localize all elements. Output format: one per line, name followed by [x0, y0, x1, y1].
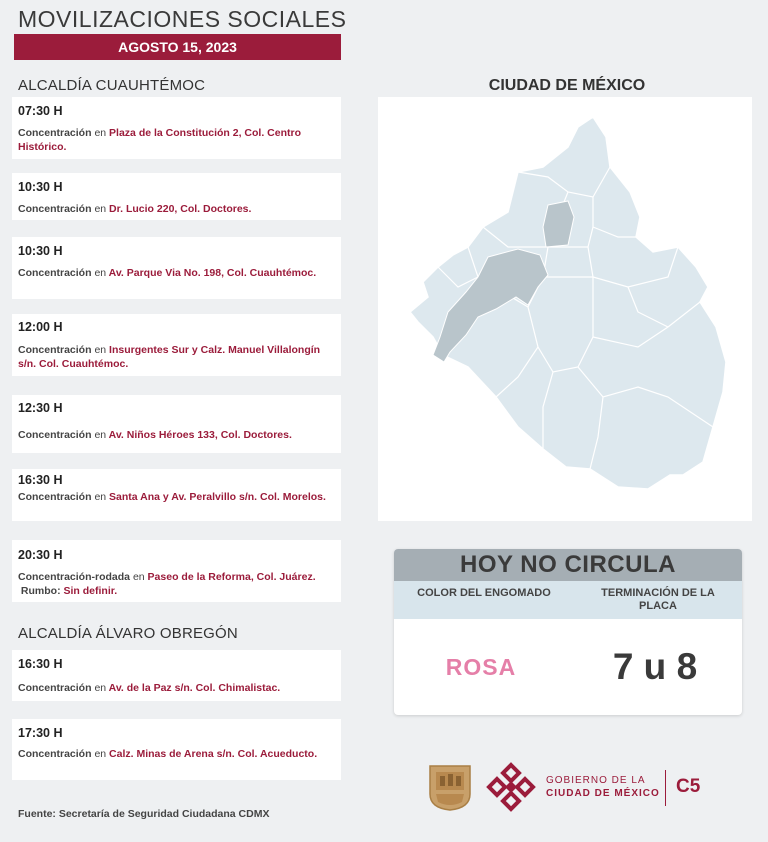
footer-logos: GOBIERNO DE LA CIUDAD DE MÉXICO C5 [428, 762, 758, 814]
cdmx-map-shape [408, 115, 727, 490]
event-description: Concentración en Santa Ana y Av. Peralvi… [18, 491, 326, 503]
event-description: Concentración en Calz. Minas de Arena s/… [18, 748, 318, 760]
cdmx-shield-icon [429, 765, 471, 811]
event-description: Concentración en Insurgentes Sur y Calz.… [18, 344, 321, 370]
event-card: 10:30 H Concentración en Dr. Lucio 220, … [12, 173, 341, 220]
c5-logo: C5 [676, 776, 701, 797]
main-title: MOVILIZACIONES SOCIALES [18, 6, 347, 32]
event-time: 10:30 H [18, 180, 63, 194]
event-card: 10:30 H Concentración en Av. Parque Via … [12, 237, 341, 299]
gov-name: GOBIERNO DE LA CIUDAD DE MÉXICO [546, 775, 660, 799]
hoy-no-circula-panel: HOY NO CIRCULA COLOR DEL ENGOMADO TERMIN… [394, 549, 742, 715]
map-title: CIUDAD DE MÉXICO [488, 77, 646, 94]
event-time: 07:30 H [18, 104, 63, 118]
event-description: Concentración en Av. Niños Héroes 133, C… [18, 429, 292, 441]
event-card: 07:30 H Concentración en Plaza de la Con… [12, 97, 341, 159]
color-engomado-header: COLOR DEL ENGOMADO [417, 587, 551, 599]
event-card: 12:00 H Concentración en Insurgentes Sur… [12, 314, 341, 376]
event-time: 17:30 H [18, 726, 63, 740]
event-time: 12:00 H [18, 320, 63, 334]
event-time: 12:30 H [18, 401, 63, 415]
cdmx-map [378, 97, 752, 521]
color-engomado-value: ROSA [445, 653, 517, 680]
hoy-no-circula-headers: COLOR DEL ENGOMADO TERMINACIÓN DE LA PLA… [394, 581, 742, 619]
cuauhtemoc-area [542, 200, 575, 248]
event-time: 16:30 H [18, 473, 63, 487]
cdmx-gov-logo-icon [486, 762, 536, 812]
event-time: 16:30 H [18, 657, 63, 671]
event-description: Concentración-rodada en Paseo de la Refo… [18, 571, 316, 597]
hoy-no-circula-title: HOY NO CIRCULA [394, 549, 742, 581]
event-card: 16:30 H Concentración en Santa Ana y Av.… [12, 469, 341, 521]
event-description: Concentración en Plaza de la Constitució… [18, 127, 301, 153]
terminacion-placa-header: TERMINACIÓN DE LA PLACA [601, 587, 715, 612]
event-time: 10:30 H [18, 244, 63, 258]
event-card: 16:30 H Concentración en Av. de la Paz s… [12, 650, 341, 701]
event-card: 20:30 H Concentración-rodada en Paseo de… [12, 540, 341, 602]
source-note: Fuente: Secretaría de Seguridad Ciudadan… [18, 808, 270, 820]
cdmx-outline [408, 115, 727, 490]
event-time: 20:30 H [18, 548, 63, 562]
logo-separator [665, 770, 666, 806]
event-description: Concentración en Av. Parque Via No. 198,… [18, 267, 317, 279]
hoy-no-circula-values: ROSA 7 u 8 [394, 619, 742, 715]
date-banner: AGOSTO 15, 2023 [14, 34, 341, 60]
section-title-alvaro-obregon: ALCALDÍA ÁLVARO OBREGÓN [18, 625, 238, 642]
alvaro-obregon-area [432, 248, 549, 363]
section-title-cuauhtemoc: ALCALDÍA CUAUHTÉMOC [18, 77, 206, 94]
event-card: 17:30 H Concentración en Calz. Minas de … [12, 719, 341, 780]
event-card: 12:30 H Concentración en Av. Niños Héroe… [12, 395, 341, 453]
event-description: Concentración en Av. de la Paz s/n. Col.… [18, 682, 281, 694]
event-description: Concentración en Dr. Lucio 220, Col. Doc… [18, 203, 252, 215]
terminacion-placa-value: 7 u 8 [612, 646, 698, 687]
